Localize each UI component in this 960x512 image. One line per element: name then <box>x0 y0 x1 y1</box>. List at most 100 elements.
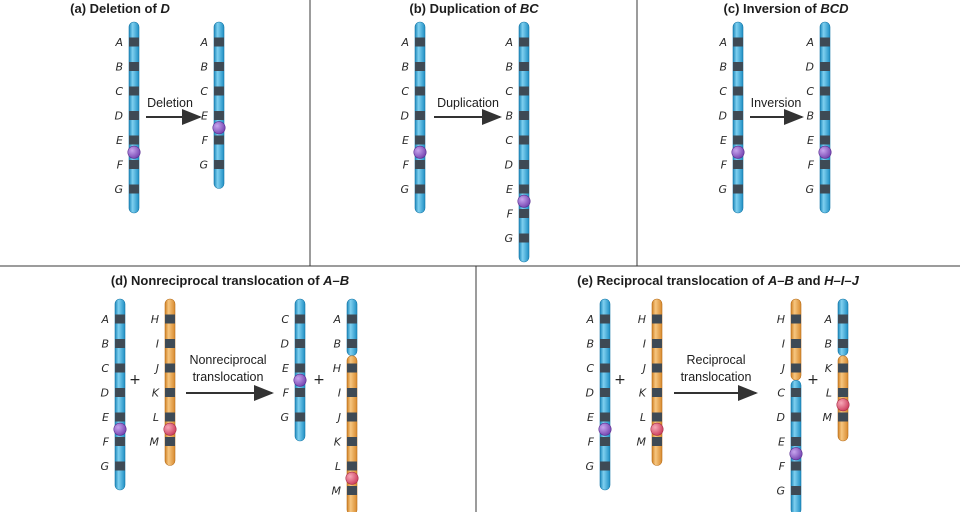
panel-c-title: (c) Inversion of BCD <box>724 1 850 16</box>
gene-band <box>519 233 529 243</box>
gene-label: B <box>200 61 208 74</box>
gene-label: B <box>505 61 513 74</box>
gene-band <box>165 363 175 373</box>
gene-band <box>791 412 801 422</box>
gene-label: I <box>338 387 341 400</box>
panel-e-arrow-label-line2: translocation <box>681 370 752 384</box>
gene-band <box>129 37 139 47</box>
gene-band <box>115 314 125 324</box>
gene-label: B <box>401 61 409 74</box>
gene-label: D <box>115 110 123 123</box>
gene-band <box>214 37 224 47</box>
gene-label: C <box>806 85 814 98</box>
gene-label: G <box>400 183 409 196</box>
gene-label: F <box>403 159 410 172</box>
gene-label: J <box>336 411 341 424</box>
gene-label: G <box>100 460 109 473</box>
gene-label: L <box>640 411 646 424</box>
gene-band <box>791 388 801 397</box>
gene-label: H <box>638 313 646 326</box>
gene-band <box>295 363 305 373</box>
gene-band <box>129 111 139 120</box>
gene-band <box>820 86 830 96</box>
centromere <box>517 194 531 208</box>
gene-label: G <box>280 411 289 424</box>
gene-band <box>519 160 529 169</box>
gene-label: G <box>718 183 727 196</box>
gene-band <box>295 412 305 422</box>
gene-band <box>733 135 743 145</box>
panel-e-plus-before: + <box>614 372 626 388</box>
gene-band <box>519 62 529 71</box>
centromere <box>113 422 127 436</box>
gene-label: D <box>806 61 814 74</box>
gene-label: F <box>103 436 110 449</box>
gene-band <box>733 37 743 47</box>
gene-label: L <box>153 411 159 424</box>
gene-label: E <box>116 134 123 147</box>
panel-e-arrow-label-line1: Reciprocal <box>686 353 745 367</box>
panel-c-arrow-label: Inversion <box>751 96 802 110</box>
gene-label: D <box>281 338 289 351</box>
gene-band <box>347 363 357 373</box>
gene-band <box>791 437 801 446</box>
gene-band <box>820 111 830 120</box>
gene-band <box>347 461 357 471</box>
gene-label: D <box>505 159 513 172</box>
centromere <box>836 398 850 412</box>
gene-band <box>115 363 125 373</box>
gene-label: D <box>719 110 727 123</box>
gene-label: A <box>718 36 727 49</box>
gene-band <box>820 62 830 71</box>
gene-label: I <box>782 338 785 351</box>
gene-label: A <box>400 36 409 49</box>
gene-label: E <box>506 183 513 196</box>
gene-label: G <box>114 183 123 196</box>
gene-label: J <box>154 362 159 375</box>
gene-band <box>652 314 662 324</box>
gene-band <box>347 339 357 348</box>
panel-e-plus-after: + <box>807 372 819 388</box>
gene-band <box>820 37 830 47</box>
gene-label: G <box>776 485 785 498</box>
gene-band <box>115 461 125 471</box>
panel-b-arrow: Duplication <box>434 96 502 125</box>
gene-label: F <box>507 208 514 221</box>
gene-band <box>791 363 801 373</box>
panel-d-plus-before: + <box>129 372 141 388</box>
gene-band <box>838 363 848 373</box>
gene-band <box>820 184 830 194</box>
gene-band <box>652 363 662 373</box>
gene-band <box>733 184 743 194</box>
gene-band <box>733 111 743 120</box>
gene-label: E <box>778 436 785 449</box>
gene-label: A <box>332 313 341 326</box>
gene-label: K <box>825 362 833 375</box>
centromere <box>598 422 612 436</box>
gene-band <box>347 314 357 324</box>
gene-label: G <box>585 460 594 473</box>
gene-band <box>347 486 357 495</box>
gene-band <box>214 160 224 169</box>
gene-band <box>295 339 305 348</box>
gene-label: B <box>101 338 109 351</box>
gene-band <box>838 388 848 397</box>
gene-band <box>165 412 175 422</box>
gene-label: G <box>805 183 814 196</box>
gene-label: F <box>808 159 815 172</box>
gene-label: H <box>333 362 341 375</box>
gene-label: E <box>102 411 109 424</box>
gene-band <box>600 412 610 422</box>
gene-label: F <box>117 159 124 172</box>
gene-band <box>820 160 830 169</box>
gene-band <box>115 339 125 348</box>
panel-d-arrow-label-line1: Nonreciprocal <box>189 353 266 367</box>
gene-label: C <box>719 85 727 98</box>
gene-band <box>415 184 425 194</box>
